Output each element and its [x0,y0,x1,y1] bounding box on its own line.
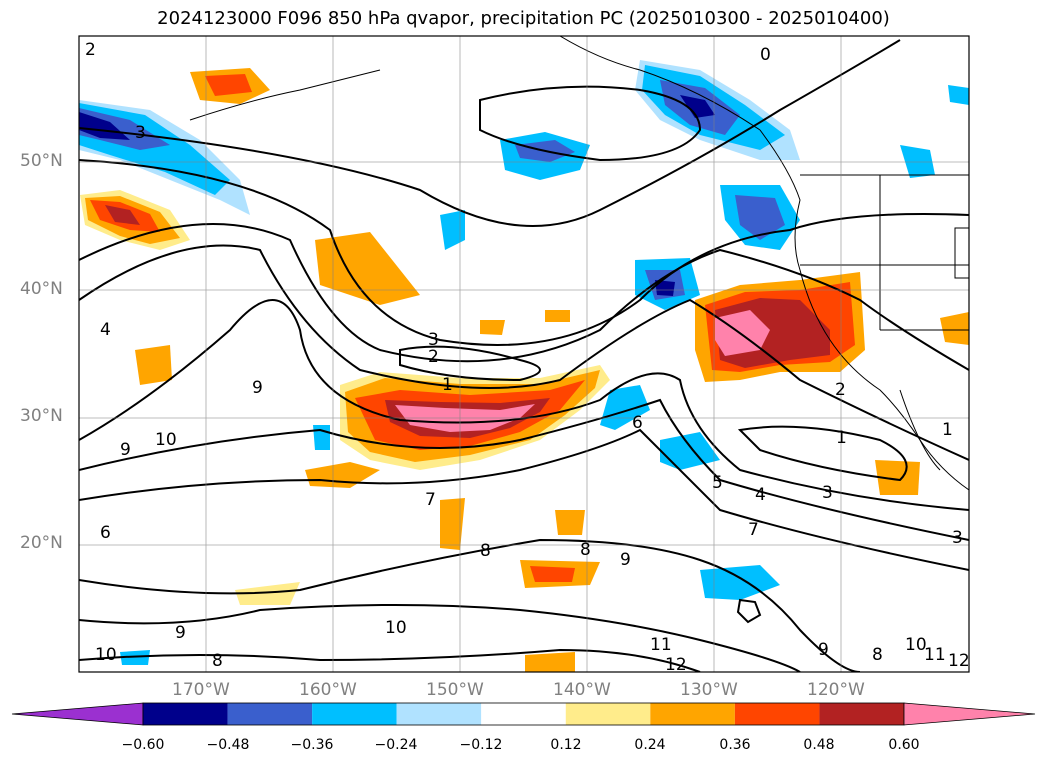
colorbar-tick-label: −0.24 [374,737,418,753]
coastlines [189,36,969,491]
colorbar-segment [312,703,397,725]
contour-label: 9 [252,378,263,398]
contour-label: 2 [85,40,96,60]
contour-label: 8 [212,651,223,671]
colorbar-tick-label: 0.36 [719,737,751,753]
contour-label: 8 [580,540,591,560]
contour-label: 9 [620,550,631,570]
colorbar-extend-low [11,702,144,726]
colorbar-tick-label: −0.60 [121,737,165,753]
contour-label: 12 [948,651,970,671]
lat-tick-label: 20°N [20,533,63,553]
contour-label: 9 [818,640,829,660]
contour-label: 8 [872,645,883,665]
contour-label: 1 [836,428,847,448]
lon-tick-label: 160°W [299,680,357,700]
contour-label: 1 [442,375,453,395]
contour-label: 3 [428,330,439,350]
contour-label: 6 [632,413,643,433]
contour-label: 5 [712,473,723,493]
contour-label: 10 [155,430,177,450]
chart-title: 2024123000 F096 850 hPa qvapor, precipit… [157,8,890,29]
contour-label: 2 [835,380,846,400]
colorbar-segment [481,703,566,725]
colorbar-tick-label: 0.24 [634,737,666,753]
lat-tick-label: 40°N [20,279,63,299]
contour-label: 9 [120,440,131,460]
contour-label: 3 [135,123,146,143]
colorbar-tick-label: 0.60 [888,737,920,753]
contour-label: 8 [480,541,491,561]
contour-labels: 2 0 3 3 2 1 4 9 10 9 6 7 8 8 9 10 9 8 10… [85,40,970,675]
contour-label: 11 [924,645,946,665]
contour-label: 10 [905,635,927,655]
lon-tick-label: 120°W [807,680,865,700]
contour-label: 2 [428,347,439,367]
contour-label: 3 [822,483,833,503]
lat-tick-label: 30°N [20,406,63,426]
colorbar-segment [227,703,313,725]
contour-label: 0 [760,45,771,65]
contour-label: 4 [755,485,766,505]
lon-tick-label: 150°W [426,680,484,700]
colorbar-segment [734,703,820,725]
contour-label: 7 [748,520,759,540]
lat-tick-label: 50°N [20,151,63,171]
qvapor-contours [79,39,969,672]
colorbar-segment [396,703,482,725]
colorbar-tick-label: −0.12 [459,737,503,753]
colorbar-tick-label: −0.36 [290,737,334,753]
colorbar-extend-high [903,702,1036,726]
lon-tick-label: 130°W [680,680,738,700]
colorbar-tick-label: −0.48 [206,737,250,753]
colorbar-segment [819,703,904,725]
contour-label: 10 [385,618,407,638]
contour-label: 1 [942,420,953,440]
colorbar-tick-label: 0.48 [803,737,835,753]
contour-label: 10 [95,645,117,665]
map-frame [78,35,970,673]
lon-tick-label: 170°W [172,680,230,700]
lon-tick-label: 140°W [553,680,611,700]
contour-label: 7 [425,490,436,510]
colorbar-segment [565,703,651,725]
contour-label: 9 [175,623,186,643]
colorbar [11,702,1036,726]
graticule [79,36,969,672]
contour-label: 12 [665,655,687,675]
contour-label: 6 [100,523,111,543]
colorbar-tick-label: 0.12 [550,737,582,753]
contour-label: 3 [952,528,963,548]
contour-label: 11 [650,635,672,655]
colorbar-segment [143,703,228,725]
contour-label: 4 [100,320,111,340]
colorbar-segment [650,703,735,725]
precipitation-pc-fill [79,60,969,672]
